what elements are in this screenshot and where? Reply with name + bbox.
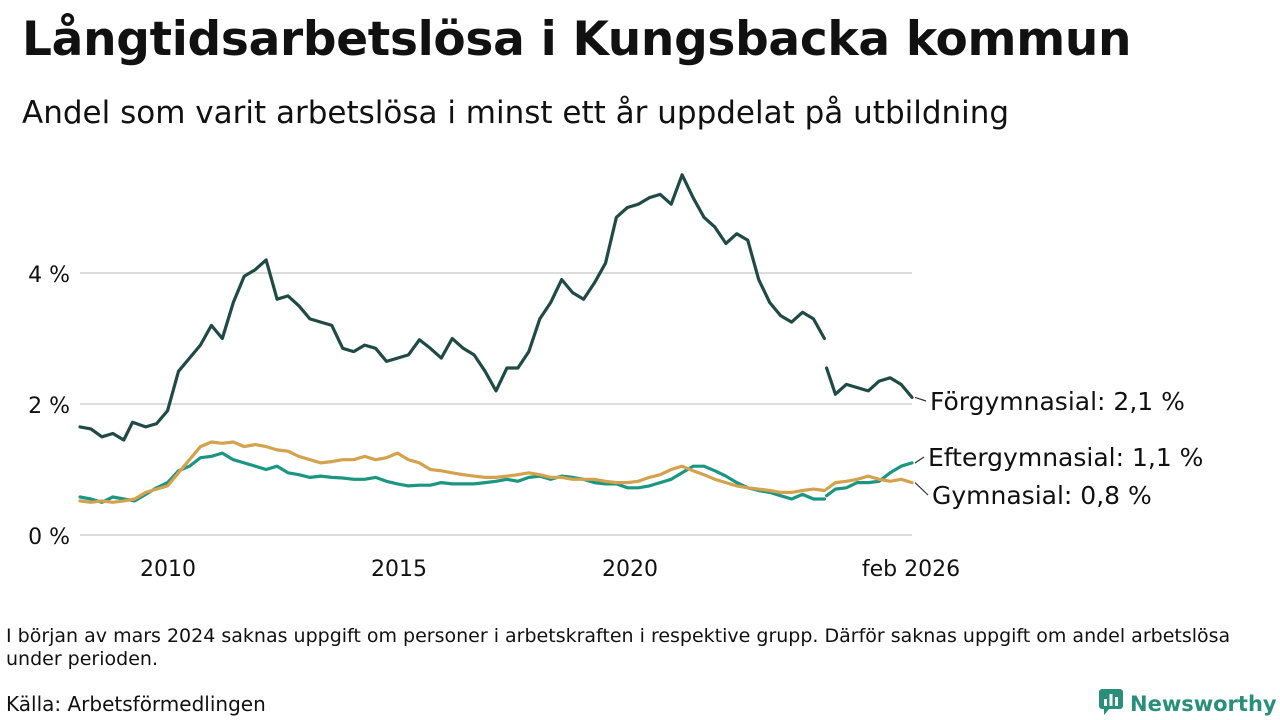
source-credit: Källa: Arbetsförmedlingen (6, 692, 266, 716)
series-end-label-förgymnasial: Förgymnasial: 2,1 % (930, 387, 1185, 416)
series-end-label-gymnasial: Gymnasial: 0,8 % (932, 481, 1152, 510)
newsworthy-logo[interactable]: Newsworthy (1098, 688, 1277, 720)
y-tick-label: 0 % (28, 525, 70, 550)
newsworthy-chart-bubble-icon (1098, 688, 1124, 720)
series-line-eftergymnasial-1 (78, 451, 826, 504)
series-line-eftergymnasial-2 (825, 461, 914, 498)
series-line-förgymnasial-2 (825, 366, 914, 399)
label-leader-line (914, 482, 929, 496)
x-tick-label: 2010 (140, 557, 196, 582)
series-line-gymnasial-2 (825, 474, 914, 491)
x-tick-label: 2020 (602, 557, 658, 582)
line-chart: 0 % 2 % 4 % 2010 2015 2020 feb 2026 Förgymnasia… (28, 173, 1203, 582)
y-tick-label: 2 % (28, 394, 70, 419)
chart-title: Långtidsarbetslösa i Kungsbacka kommun (22, 12, 1132, 67)
label-leader-line (914, 396, 927, 402)
x-tick-label: feb 2026 (862, 557, 960, 582)
series-line-gymnasial-1 (78, 440, 826, 504)
label-leader-line (914, 456, 925, 464)
series-line-förgymnasial-1 (78, 173, 826, 442)
chart-subtitle: Andel som varit arbetslösa i minst ett å… (22, 95, 1010, 131)
footnote: I början av mars 2024 saknas uppgift om … (6, 625, 1231, 670)
x-tick-label: 2015 (371, 557, 427, 582)
series-end-label-eftergymnasial: Eftergymnasial: 1,1 % (928, 443, 1203, 472)
y-tick-label: 4 % (28, 263, 70, 288)
newsworthy-logo-text: Newsworthy (1130, 692, 1277, 716)
